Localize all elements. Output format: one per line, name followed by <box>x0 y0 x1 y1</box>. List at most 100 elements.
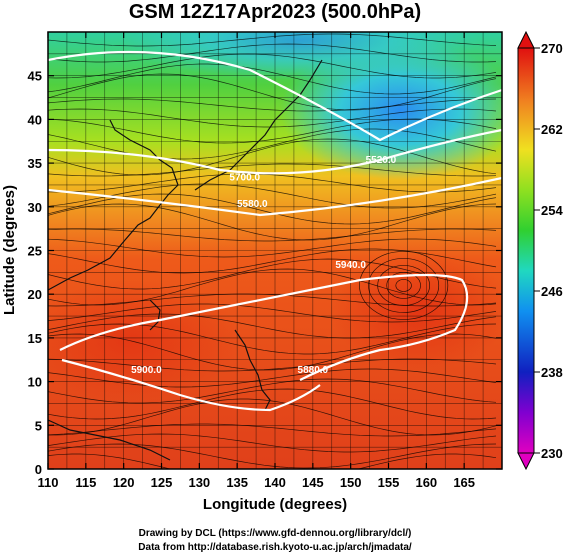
coastlines <box>48 59 323 461</box>
y-tick-label: 35 <box>28 156 42 171</box>
streamline <box>48 73 497 111</box>
streamline <box>48 53 497 79</box>
plot-area: 5940.0 5900.0 5880.0 5700.0 5520.0 5580.0 <box>48 32 502 469</box>
streamline <box>48 33 497 47</box>
contour-labels: 5940.0 5900.0 5880.0 5700.0 5520.0 5580.0 <box>131 155 397 376</box>
x-tick-label: 120 <box>113 475 135 490</box>
x-tick-label: 160 <box>415 475 437 490</box>
cold-region-north <box>120 32 480 80</box>
streamline <box>48 423 497 437</box>
vortex-streamline <box>377 265 430 306</box>
credit-line-1: Drawing by DCL (https://www.gfd-dennou.o… <box>139 528 412 539</box>
colorbar-tick-label: 238 <box>541 365 563 380</box>
streamline <box>48 453 497 469</box>
streamline <box>48 358 497 372</box>
streamline <box>48 203 497 241</box>
contour-5940 <box>59 273 469 381</box>
hot-region-east <box>330 250 502 370</box>
y-tick-label: 40 <box>28 112 42 127</box>
streamlines <box>48 33 497 469</box>
colorbar-tick-label: 254 <box>541 203 563 218</box>
y-tick-label: 25 <box>28 244 42 259</box>
streamline <box>48 118 497 144</box>
contour-label: 5700.0 <box>229 173 260 184</box>
streamline <box>48 128 497 160</box>
colorbar-bottom-arrow <box>517 452 535 471</box>
streamline <box>48 183 497 209</box>
streamline <box>48 98 497 112</box>
contour-label: 5520.0 <box>366 155 397 166</box>
streamline <box>48 313 497 339</box>
x-tick-label: 165 <box>453 475 475 490</box>
contour-5580 <box>48 128 502 175</box>
streamline <box>48 323 497 355</box>
y-tick-label: 30 <box>28 200 42 215</box>
vortex-streamline <box>368 258 440 313</box>
colorbar: 230 238 246 254 262 270 <box>517 30 563 471</box>
colorbar-tick-label: 230 <box>541 446 563 461</box>
streamline <box>48 248 497 274</box>
coastline-taiwan <box>149 299 161 331</box>
contour-5900 <box>61 358 321 412</box>
x-tick-label: 110 <box>38 475 59 490</box>
contour-label: 5900.0 <box>131 365 162 376</box>
contour-5700 <box>48 176 502 217</box>
streamline <box>48 43 497 63</box>
contour-label: 5880.0 <box>298 365 329 376</box>
contours <box>48 50 502 412</box>
colorbar-tick-label: 270 <box>541 41 563 56</box>
y-tick-label: 10 <box>28 375 42 390</box>
contour-label: 5580.0 <box>237 199 268 210</box>
colorbar-top-arrow <box>517 30 535 49</box>
vortex-streamline <box>359 251 449 320</box>
streamline <box>48 303 497 323</box>
streamline <box>48 368 497 388</box>
x-tick-label: 135 <box>226 475 248 490</box>
streamline <box>48 378 497 404</box>
y-tick-label: 20 <box>28 287 42 302</box>
x-tick-label: 150 <box>340 475 362 490</box>
vortex-streamline <box>386 272 421 299</box>
streamline <box>48 63 497 95</box>
chart-title: GSM 12Z17Apr2023 (500.0hPa) <box>129 1 421 23</box>
colorbar-ticks: 230 238 246 254 262 270 <box>534 41 563 461</box>
credit-line-2: Data from http://database.rish.kyoto-u.a… <box>138 542 412 553</box>
y-tick-label: 5 <box>35 418 42 433</box>
streamline <box>48 433 497 453</box>
y-axis: 0 5 10 15 20 25 30 35 40 45 <box>28 69 502 477</box>
streamline <box>48 108 497 128</box>
coastline-borneo <box>48 419 171 461</box>
y-tick-label: 15 <box>28 331 42 346</box>
streamline <box>48 268 497 306</box>
x-tick-label: 130 <box>188 475 210 490</box>
x-tick-label: 125 <box>151 475 173 490</box>
x-tick-label: 140 <box>264 475 286 490</box>
coastline-philippines <box>234 329 271 411</box>
y-axis-label: Latitude (degrees) <box>1 185 18 315</box>
colorbar-tick-label: 246 <box>541 284 563 299</box>
coastline-japan <box>194 59 323 191</box>
coastline-china <box>48 119 179 291</box>
streamline <box>48 238 497 258</box>
contour-5520 <box>48 50 502 142</box>
streamline <box>48 163 497 177</box>
x-tick-label: 115 <box>75 475 96 490</box>
streamline <box>48 258 497 290</box>
streamline <box>48 138 497 176</box>
x-axis: 110 115 120 125 130 135 140 145 150 155 160 165 <box>38 32 475 490</box>
streamline <box>48 333 497 371</box>
streamline <box>48 228 497 242</box>
vortex-streamline <box>395 279 412 292</box>
streamline <box>48 388 497 420</box>
colorbar-scale <box>517 47 535 454</box>
x-tick-label: 145 <box>302 475 324 490</box>
streamline <box>48 398 497 436</box>
streamline <box>48 443 497 469</box>
y-tick-label: 0 <box>35 462 42 477</box>
streamline <box>48 173 497 193</box>
x-tick-label: 155 <box>378 475 400 490</box>
colorbar-tick-label: 262 <box>541 122 563 137</box>
contour-label: 5940.0 <box>335 260 366 271</box>
y-tick-label: 45 <box>28 69 42 84</box>
